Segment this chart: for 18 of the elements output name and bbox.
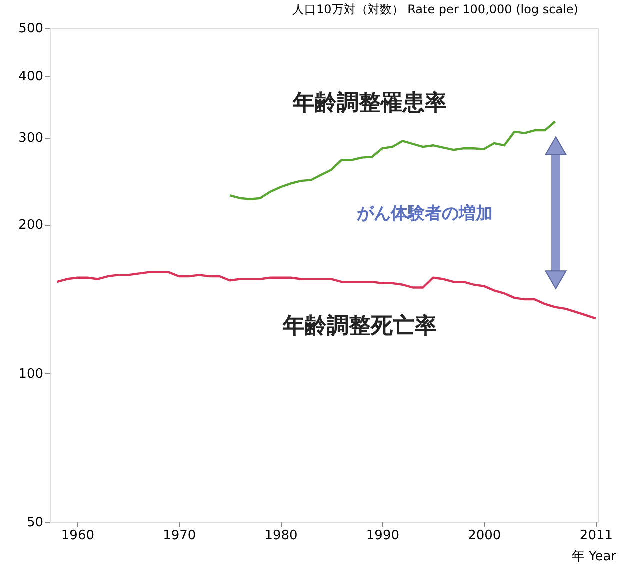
x-axis-title: 年 Year xyxy=(572,550,618,564)
x-tick-label: 1980 xyxy=(264,528,298,544)
y-tick-label: 50 xyxy=(26,516,44,530)
line-series xyxy=(228,120,556,200)
annotation: がん体験者の増加 xyxy=(356,203,493,224)
y-axis-title: 人口10万対（対数） Rate per 100,000 (log scale) xyxy=(292,2,578,16)
y-tick-label: 100 xyxy=(18,366,44,382)
x-tick-label: 2011 xyxy=(580,528,614,544)
x-tick-label: 1990 xyxy=(366,528,400,544)
series-label: 年齢調整死亡率 xyxy=(282,313,437,339)
y-tick-label: 500 xyxy=(18,22,44,36)
y-tick-label: 300 xyxy=(18,131,44,146)
y-tick-label: 400 xyxy=(18,69,44,84)
x-tick-label: 2000 xyxy=(468,528,502,544)
y-tick-label: 200 xyxy=(18,218,44,234)
x-tick-label: 1960 xyxy=(61,528,94,544)
x-tick-label: 1970 xyxy=(163,528,196,544)
series-label: 年齢調整罹患率 xyxy=(292,90,447,116)
